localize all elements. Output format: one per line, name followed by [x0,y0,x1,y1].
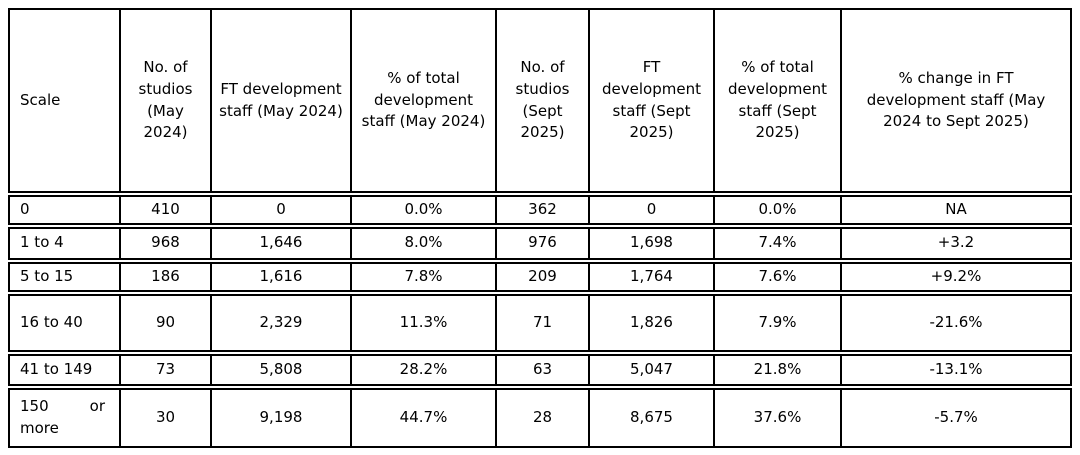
table-cell: NA [840,195,1072,225]
table-cell: 7.4% [713,226,840,260]
table-cell: 7.9% [713,293,840,352]
header-cell-scale: Scale [8,8,119,193]
table-cell: 73 [119,353,210,386]
table-cell: -5.7% [840,387,1072,448]
table-cell: 2,329 [210,293,350,352]
table-cell: 1,646 [210,226,350,260]
table-cell: 90 [119,293,210,352]
table-cell: 209 [495,261,588,292]
table-row-scale-0: 0 410 0 0.0% 362 0 0.0% NA [8,195,1072,225]
table-cell: 0.0% [350,195,495,225]
table-cell: 71 [495,293,588,352]
table-cell: +9.2% [840,261,1072,292]
table-cell: 1,698 [588,226,713,260]
row-label-cell: 1 to 4 [8,226,119,260]
table-cell: -21.6% [840,293,1072,352]
header-cell-studios-may-2024: No. of studios (May 2024) [119,8,210,193]
table-row-scale-5-to-15: 5 to 15 186 1,616 7.8% 209 1,764 7.6% +9… [8,261,1072,292]
table-body: 0 410 0 0.0% 362 0 0.0% NA 1 to 4 968 1,… [8,195,1072,448]
table-cell: 9,198 [210,387,350,448]
table-cell: -13.1% [840,353,1072,386]
table-cell: +3.2 [840,226,1072,260]
row-label-cell: 0 [8,195,119,225]
header-row: Scale No. of studios (May 2024) FT devel… [8,8,1072,193]
table-row-scale-1-to-4: 1 to 4 968 1,646 8.0% 976 1,698 7.4% +3.… [8,226,1072,260]
table-cell: 11.3% [350,293,495,352]
header-cell-pct-total-may-2024: % of total development staff (May 2024) [350,8,495,193]
header-cell-pct-total-sept-2025: % of total development staff (Sept 2025) [713,8,840,193]
table-cell: 1,764 [588,261,713,292]
table-cell: 28 [495,387,588,448]
table-cell: 8.0% [350,226,495,260]
table-cell: 8,675 [588,387,713,448]
header-cell-ft-staff-sept-2025: FT development staff (Sept 2025) [588,8,713,193]
row-label-cell: 150 or more [8,387,119,448]
table-cell: 44.7% [350,387,495,448]
row-label-cell: 5 to 15 [8,261,119,292]
table-cell: 0.0% [713,195,840,225]
header-cell-ft-staff-may-2024: FT development staff (May 2024) [210,8,350,193]
table-cell: 63 [495,353,588,386]
table-cell: 410 [119,195,210,225]
table-row-scale-41-to-149: 41 to 149 73 5,808 28.2% 63 5,047 21.8% … [8,353,1072,386]
table-cell: 0 [210,195,350,225]
table-cell: 362 [495,195,588,225]
table-cell: 0 [588,195,713,225]
studios-staff-table: Scale No. of studios (May 2024) FT devel… [8,6,1072,450]
header-cell-pct-change: % change in FT development staff (May 20… [840,8,1072,193]
table-cell: 7.6% [713,261,840,292]
row-label-cell: 16 to 40 [8,293,119,352]
table-cell: 30 [119,387,210,448]
row-label-cell: 41 to 149 [8,353,119,386]
header-cell-studios-sept-2025: No. of studios (Sept 2025) [495,8,588,193]
table-cell: 21.8% [713,353,840,386]
table-cell: 1,616 [210,261,350,292]
table-cell: 28.2% [350,353,495,386]
table-cell: 1,826 [588,293,713,352]
table-cell: 968 [119,226,210,260]
table-cell: 5,808 [210,353,350,386]
table-row-scale-16-to-40: 16 to 40 90 2,329 11.3% 71 1,826 7.9% -2… [8,293,1072,352]
table-cell: 186 [119,261,210,292]
table-row-scale-150-or-more: 150 or more 30 9,198 44.7% 28 8,675 37.6… [8,387,1072,448]
table-cell: 5,047 [588,353,713,386]
table-header: Scale No. of studios (May 2024) FT devel… [8,8,1072,193]
table-cell: 7.8% [350,261,495,292]
table-cell: 976 [495,226,588,260]
table-cell: 37.6% [713,387,840,448]
